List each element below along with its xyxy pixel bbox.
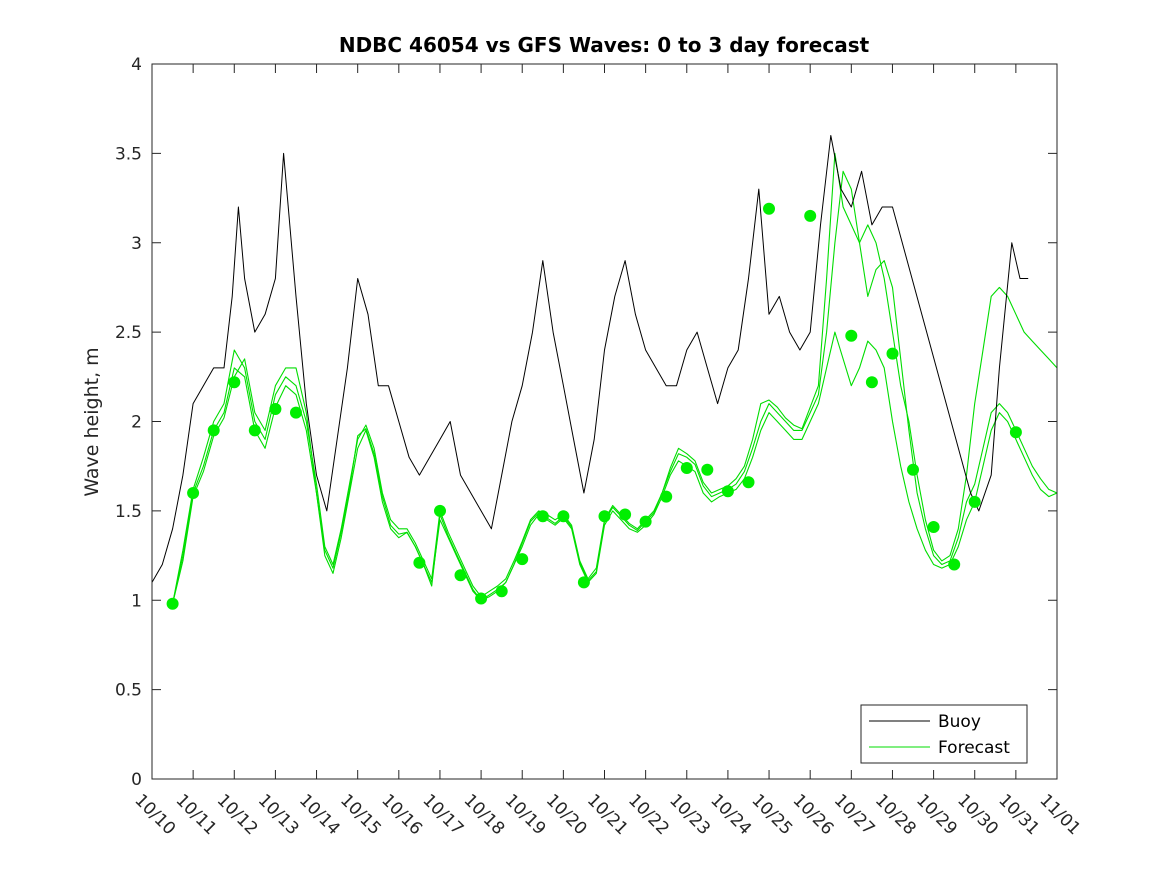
forecast-run-line-2: [172, 152, 1058, 604]
y-tick-label: 0.5: [115, 681, 142, 701]
series-layer: [151, 135, 1058, 610]
forecast-marker: [639, 515, 652, 528]
forecast-run-line-0: [172, 331, 1058, 604]
forecast-marker: [598, 510, 611, 523]
forecast-marker: [763, 202, 775, 215]
chart-title: NDBC 46054 vs GFS Waves: 0 to 3 day fore…: [339, 33, 870, 57]
forecast-marker: [516, 553, 529, 566]
forecast-marker: [248, 424, 261, 437]
legend-box: [860, 704, 1028, 764]
forecast-marker: [434, 504, 446, 517]
forecast-marker: [269, 403, 282, 415]
forecast-marker: [228, 376, 241, 389]
y-tick-label: 1: [131, 591, 142, 611]
forecast-marker: [207, 424, 220, 437]
forecast-marker: [577, 576, 590, 589]
plot-background: [152, 64, 1057, 779]
forecast-marker: [495, 585, 508, 598]
forecast-marker: [660, 490, 673, 503]
forecast-marker: [290, 406, 302, 419]
forecast-marker: [927, 521, 940, 533]
forecast-marker: [413, 556, 426, 569]
y-tick-label: 2.5: [115, 323, 142, 343]
y-tick-label: 4: [131, 55, 142, 75]
forecast-marker: [948, 558, 961, 571]
y-tick-label: 3: [131, 234, 142, 254]
forecast-marker: [742, 476, 755, 489]
plot-area: [152, 64, 1057, 779]
forecast-marker: [680, 462, 693, 474]
legend: Buoy Forecast: [860, 704, 1028, 764]
y-tick-label: 0: [131, 770, 142, 790]
y-axis-label: Wave height, m: [81, 347, 103, 496]
y-tick-label: 2: [131, 413, 142, 433]
forecast-marker: [454, 569, 467, 582]
forecast-marker: [804, 209, 817, 222]
y-tick-label: 1.5: [115, 502, 142, 522]
forecast-marker: [907, 463, 919, 476]
forecast-marker: [557, 510, 570, 523]
forecast-marker: [475, 592, 488, 605]
forecast-marker: [865, 376, 878, 389]
forecast-marker: [968, 495, 981, 508]
y-tick-label: 3.5: [115, 144, 142, 164]
buoy-line: [151, 135, 1029, 583]
forecast-marker: [619, 508, 632, 521]
legend-forecast-label: Forecast: [938, 738, 1010, 758]
forecast-marker: [886, 347, 899, 360]
forecast-marker: [536, 510, 549, 523]
forecast-marker: [721, 485, 734, 498]
forecast-marker: [701, 463, 714, 476]
forecast-marker: [166, 597, 179, 610]
forecast-marker: [187, 487, 200, 499]
forecast-marker: [1009, 426, 1022, 439]
legend-buoy-label: Buoy: [938, 712, 981, 732]
forecast-marker: [845, 329, 858, 342]
